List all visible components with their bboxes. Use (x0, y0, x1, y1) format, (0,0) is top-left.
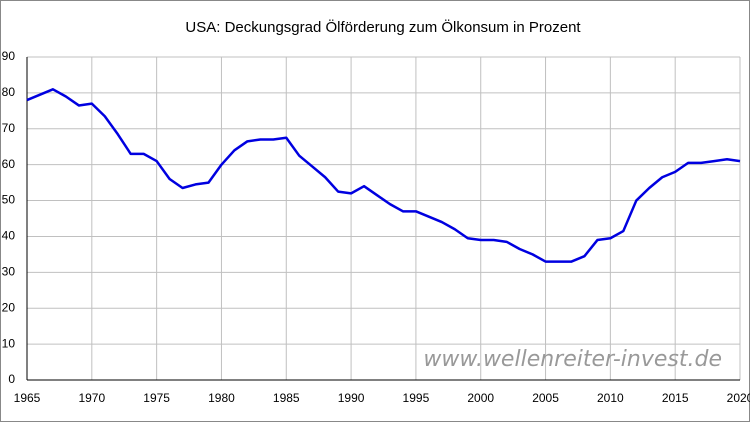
y-tick-label: 10 (2, 336, 16, 350)
x-tick-label: 2005 (532, 391, 559, 405)
chart-title: USA: Deckungsgrad Ölförderung zum Ölkons… (185, 18, 581, 36)
x-tick-label: 1980 (208, 391, 235, 405)
x-tick-label: 1990 (338, 391, 365, 405)
x-tick-label: 1985 (273, 391, 300, 405)
x-tick-label: 1970 (78, 391, 105, 405)
x-tick-label: 2020 (727, 391, 750, 405)
y-tick-label: 80 (2, 85, 16, 99)
y-tick-label: 40 (2, 229, 16, 243)
y-tick-label: 70 (2, 121, 16, 135)
y-tick-label: 20 (2, 300, 16, 314)
watermark: www.wellenreiter-invest.de (423, 347, 722, 372)
y-tick-label: 0 (8, 372, 15, 386)
line (26, 88, 741, 263)
y-tick-label: 90 (2, 49, 16, 63)
x-tick-label: 2015 (662, 391, 689, 405)
y-tick-label: 50 (2, 193, 16, 207)
y-tick-label: 30 (2, 265, 16, 279)
x-tick-label: 1995 (403, 391, 430, 405)
x-tick-label: 2010 (597, 391, 624, 405)
x-tick-label: 1975 (143, 391, 170, 405)
x-tick-label: 2000 (467, 391, 494, 405)
x-tick-label: 1965 (14, 391, 41, 405)
y-tick-label: 60 (2, 157, 16, 171)
